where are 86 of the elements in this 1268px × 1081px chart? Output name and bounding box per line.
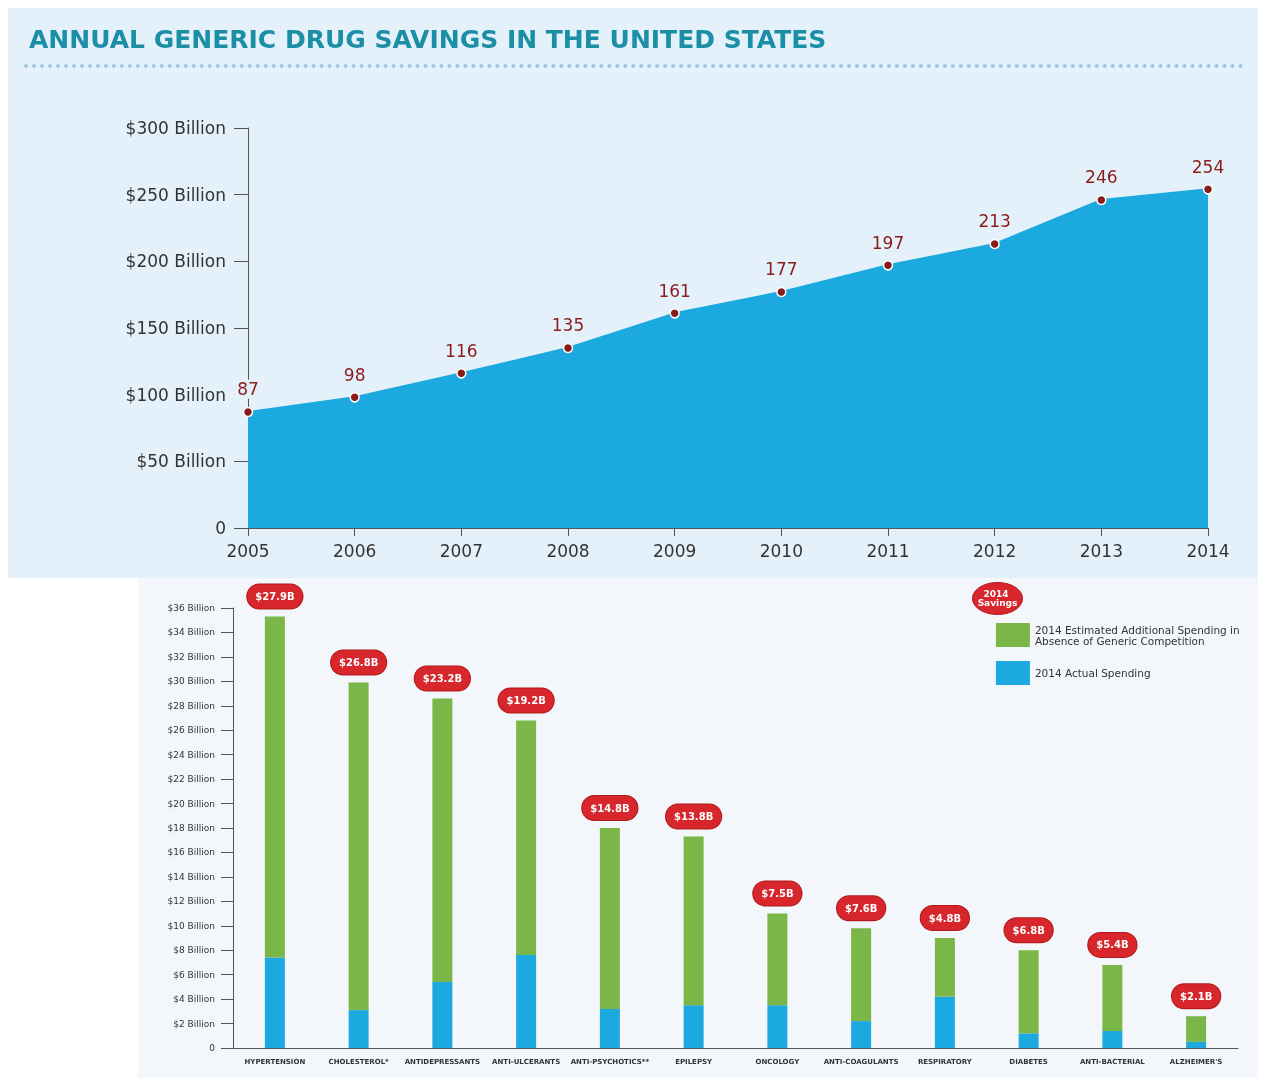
bar [264, 957, 285, 1048]
data-label: 161 [658, 280, 691, 301]
y-tick-label: $250 Billion [125, 184, 226, 205]
bar [599, 1008, 620, 1048]
bar [1186, 1041, 1207, 1048]
y-tick-label: $4 Billion [173, 994, 215, 1005]
data-label: 98 [343, 364, 366, 385]
y-tick-label: $24 Billion [167, 749, 215, 760]
y-tick-label: $28 Billion [167, 700, 215, 711]
bar [432, 982, 453, 1048]
y-tick-label: $6 Billion [173, 969, 215, 980]
y-tick-label: $20 Billion [167, 798, 215, 809]
x-tick-label: 2012 [973, 540, 1017, 561]
y-tick-label: $22 Billion [167, 774, 215, 785]
x-tick-label: 2007 [439, 540, 483, 561]
y-tick-label: $200 Billion [125, 251, 226, 272]
x-tick-label: 2010 [759, 540, 803, 561]
y-tick-label: $10 Billion [167, 920, 215, 931]
y-tick-label: $18 Billion [167, 823, 215, 833]
y-tick-label: $16 Billion [167, 847, 215, 858]
y-tick-label: $8 Billion [173, 945, 215, 956]
data-label: 87 [237, 379, 259, 400]
y-tick-label: $30 Billion [167, 676, 215, 687]
bar [683, 836, 704, 1006]
x-tick-label: 2013 [1079, 540, 1123, 561]
y-tick-label: $34 Billion [167, 627, 215, 638]
x-tick-label: 2006 [333, 540, 377, 561]
y-tick-label: $150 Billion [125, 318, 226, 338]
y-tick-label: 0 [209, 1043, 216, 1053]
y-tick-label: $14 Billion [167, 871, 215, 882]
bar [851, 928, 872, 1022]
y-tick-label: $300 Billion [125, 118, 226, 138]
data-label: $7.5B [761, 888, 794, 900]
y-tick-label: 0 [215, 518, 226, 538]
x-tick-label: 2011 [866, 540, 910, 561]
bar [767, 1005, 788, 1048]
data-label: 246 [1085, 167, 1118, 188]
y-tick-label: $32 Billion [167, 651, 215, 662]
bar [683, 1005, 704, 1048]
y-tick-label: $36 Billion [167, 603, 215, 613]
data-label: 197 [871, 232, 905, 253]
bar [851, 1021, 872, 1048]
y-tick-label: $2 Billion [173, 1018, 215, 1029]
data-label: $23.2B [422, 672, 463, 684]
y-tick-label: $26 Billion [167, 725, 215, 736]
data-label: 135 [551, 315, 585, 336]
data-label: $13.8B [673, 811, 714, 823]
bar [516, 720, 537, 956]
data-label: 116 [445, 340, 478, 361]
bar [1102, 964, 1123, 1031]
data-label: 254 [1191, 156, 1225, 177]
bar [767, 913, 788, 1006]
data-label: 177 [765, 259, 798, 280]
bar [1102, 1030, 1123, 1048]
data-label: $6.8B [1012, 924, 1045, 936]
x-tick-label: 2009 [653, 540, 697, 561]
data-label: 213 [978, 211, 1011, 232]
bar [934, 938, 955, 997]
data-label: $14.8B [590, 802, 630, 814]
x-tick-label: 2014 [1186, 540, 1230, 561]
x-tick-label: 2008 [546, 540, 590, 561]
data-label: $4.8B [928, 912, 962, 924]
bar [599, 828, 620, 1009]
y-tick-label: $100 Billion [125, 384, 226, 405]
chart-title: ANNUAL GENERIC DRUG SAVINGS IN THE UNITED STATES [29, 25, 827, 54]
bar [432, 698, 453, 982]
legend-label: 2014 Estimated Additional Spending in Absence of Generic Competition [1034, 623, 1244, 647]
y-tick-label: $12 Billion [167, 896, 215, 907]
text: 2014 Savings [977, 589, 1018, 608]
x-tick-label: 2005 [226, 540, 270, 561]
bar [1018, 1033, 1039, 1048]
legend-label: 2014 Actual Spending [1034, 667, 1151, 679]
bar [348, 682, 369, 1011]
y-tick-label: $50 Billion [136, 451, 226, 472]
bar [1018, 950, 1039, 1034]
bar [516, 955, 537, 1048]
data-label: $19.2B [506, 694, 546, 706]
bar [1186, 1016, 1207, 1042]
data-label: $27.9B [255, 591, 295, 603]
bar [934, 996, 955, 1048]
data-label: $7.6B [844, 902, 878, 914]
data-label: $26.8B [338, 657, 379, 669]
bar [264, 616, 285, 958]
data-label: $2.1B [1179, 990, 1213, 1002]
data-label: $5.4B [1096, 939, 1129, 951]
bar [348, 1010, 369, 1048]
